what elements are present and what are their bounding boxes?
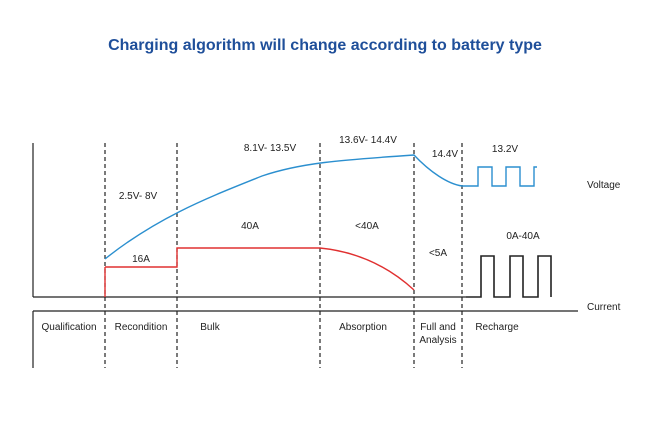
- voltage-label-recondition: 2.5V- 8V: [119, 191, 158, 202]
- phase-label-full: Full and: [420, 322, 456, 333]
- phase-label-recharge: Recharge: [475, 322, 519, 333]
- current-recharge-wave: [466, 255, 552, 298]
- current-axis-label: Current: [587, 302, 621, 313]
- current-label-bulk: 40A: [241, 221, 259, 232]
- phase-dividers: [104, 143, 463, 368]
- voltage-axis-label: Voltage: [587, 180, 621, 191]
- current-label-full: <5A: [429, 248, 447, 259]
- current-label-recondition: 16A: [132, 254, 150, 265]
- current-curve: [105, 247, 415, 291]
- voltage-label-absorption: 13.6V- 14.4V: [339, 135, 397, 146]
- voltage-label-bulk: 8.1V- 13.5V: [244, 143, 297, 154]
- diagram-title: Charging algorithm will change according…: [108, 37, 542, 54]
- phase-label-analysis: Analysis: [419, 335, 456, 346]
- phase-label-qualification: Qualification: [41, 322, 96, 333]
- phase-label-recondition: Recondition: [115, 322, 168, 333]
- voltage-label-full: 14.4V: [432, 149, 458, 160]
- phase-label-absorption: Absorption: [339, 322, 387, 333]
- voltage-label-recharge: 13.2V: [492, 144, 518, 155]
- current-label-recharge: 0A-40A: [506, 231, 540, 242]
- phase-label-bulk: Bulk: [200, 322, 220, 333]
- current-label-absorption: <40A: [355, 221, 379, 232]
- voltage-recharge-wave: [462, 166, 537, 187]
- voltage-curve: [104, 154, 463, 260]
